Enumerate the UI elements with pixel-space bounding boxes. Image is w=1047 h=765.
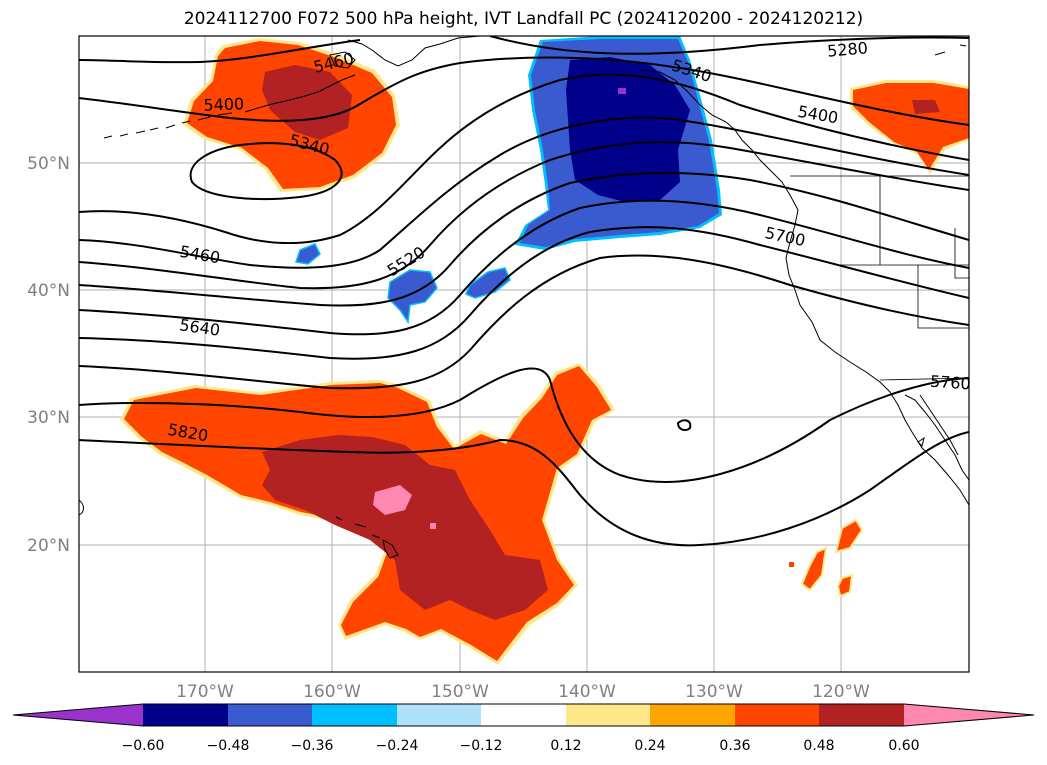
lon-label-140w: 140°W: [558, 682, 616, 702]
colorbar-segment-6: [566, 704, 650, 726]
height-contours: [79, 36, 969, 547]
colorbar-extend-low: [13, 704, 143, 726]
colorbar-outline: [12, 703, 1035, 727]
colorbar-segment-2: [228, 704, 312, 726]
map-plot-area: [79, 36, 969, 672]
longitude-labels: 170°W 160°W 150°W 140°W 130°W 120°W: [176, 682, 870, 702]
colorbar-segment-8: [735, 704, 819, 726]
lon-label-150w: 150°W: [431, 682, 489, 702]
colorbar: [12, 703, 1035, 727]
map-title: 2024112700 F072 500 hPa height, IVT Land…: [183, 9, 864, 29]
colorbar-extend-high: [904, 704, 1034, 726]
lon-label-160w: 160°W: [303, 682, 361, 702]
lat-label-50n: 50°N: [27, 154, 70, 174]
ivt-positive-aleutian: [183, 38, 400, 192]
ivt-negative-gulf-alaska: [515, 36, 722, 250]
colorbar-segment-3: [312, 704, 397, 726]
ivt-positive-northeast: [850, 80, 969, 175]
colorbar-ticks: −0.60 −0.48 −0.36 −0.24 −0.12 0.12 0.24 …: [122, 738, 920, 754]
lat-label-30n: 30°N: [27, 408, 70, 428]
colorbar-tick: −0.60: [122, 738, 165, 754]
contour-labels: 5280 5340 5340 5400 5400 5460 5460 5520 …: [166, 38, 971, 445]
contour-label-5760: 5760: [929, 372, 971, 394]
lat-label-20n: 20°N: [27, 536, 70, 556]
colorbar-tick: −0.48: [207, 738, 250, 754]
lat-label-40n: 40°N: [27, 281, 70, 301]
colorbar-segment-5: [481, 704, 566, 726]
lon-label-170w: 170°W: [176, 682, 234, 702]
plot-frame: [78, 35, 970, 673]
colorbar-tick: 0.24: [634, 738, 665, 754]
ivt-negative-small-patches: [295, 243, 511, 325]
colorbar-tick: −0.12: [460, 738, 503, 754]
colorbar-segment-4: [397, 704, 481, 726]
gridlines: [79, 36, 969, 672]
colorbar-segment-1: [143, 704, 228, 726]
ivt-positive-southeast: [789, 518, 864, 598]
colorbar-tick: 0.48: [803, 738, 834, 754]
latitude-labels: 50°N 40°N 30°N 20°N: [27, 154, 70, 556]
colorbar-tick: 0.36: [719, 738, 750, 754]
ivt-positive-subtropical: [120, 363, 615, 665]
colorbar-segment-9: [819, 704, 904, 726]
colorbar-tick: −0.36: [291, 738, 334, 754]
contour-label-5400-west: 5400: [203, 94, 244, 114]
lon-label-130w: 130°W: [685, 682, 743, 702]
contour-label-5280: 5280: [826, 38, 868, 60]
lon-label-120w: 120°W: [812, 682, 870, 702]
colorbar-tick: 0.12: [550, 738, 581, 754]
colorbar-segment-7: [650, 704, 735, 726]
colorbar-tick: −0.24: [376, 738, 419, 754]
colorbar-tick: 0.60: [888, 738, 919, 754]
coastlines: [79, 36, 969, 559]
